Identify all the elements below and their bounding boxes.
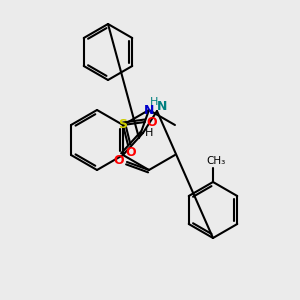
Text: N: N (144, 103, 154, 116)
Text: O: O (147, 116, 157, 128)
Text: H: H (150, 97, 158, 107)
Text: O: O (126, 146, 136, 160)
Text: CH₃: CH₃ (206, 156, 226, 166)
Text: N: N (157, 100, 167, 113)
Text: H: H (145, 128, 153, 138)
Text: S: S (118, 118, 127, 131)
Text: O: O (114, 154, 124, 166)
